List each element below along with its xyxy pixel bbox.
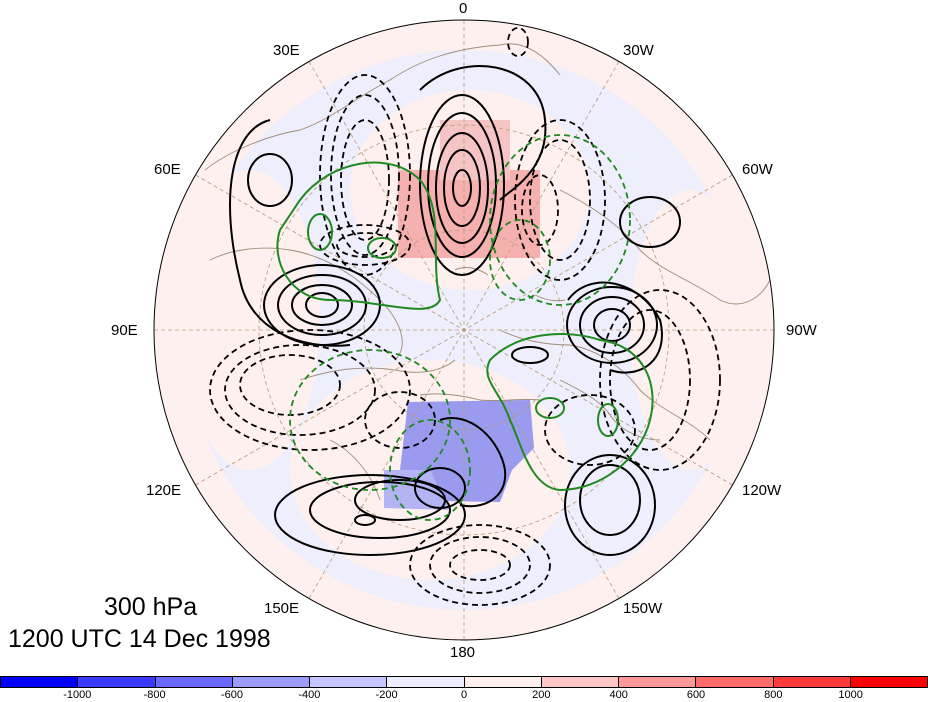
colorbar-cell xyxy=(619,676,697,688)
colorbar-tick-label: 1000 xyxy=(838,689,863,701)
weak-positive-shading-west xyxy=(180,170,320,470)
lon-label-150w: 150W xyxy=(623,600,663,617)
coastlines xyxy=(204,43,771,501)
timestamp-label: 1200 UTC 14 Dec 1998 xyxy=(8,625,271,653)
lon-label-60e: 60E xyxy=(154,161,181,178)
colorbar-tick-label: 800 xyxy=(764,689,783,701)
positive-anomaly-core xyxy=(440,120,510,180)
lon-label-30e: 30E xyxy=(273,42,300,59)
lon-label-120e: 120E xyxy=(146,482,182,499)
lon-label-120w: 120W xyxy=(742,482,782,499)
colorbar xyxy=(0,676,928,688)
colorbar-tick-label: 0 xyxy=(460,689,468,701)
lon-label-180: 180 xyxy=(450,644,476,661)
colorbar-cell xyxy=(541,676,619,688)
colorbar-cell xyxy=(155,676,233,688)
lon-label-150e: 150E xyxy=(264,600,300,617)
colorbar-cell xyxy=(696,676,774,688)
colorbar-cell xyxy=(310,676,388,688)
lon-label-90e: 90E xyxy=(111,322,138,339)
graticule xyxy=(154,20,774,640)
lon-label-30w: 30W xyxy=(623,42,654,59)
colorbar-tick-label: 200 xyxy=(532,689,551,701)
colorbar-tick-label: 600 xyxy=(686,689,706,701)
colorbar-cell xyxy=(387,676,465,688)
colorbar-cell xyxy=(0,676,79,688)
colorbar-tick-label: 400 xyxy=(609,689,628,701)
colorbar-cell xyxy=(232,676,310,688)
colorbar-cell xyxy=(464,676,542,688)
colorbar-cell xyxy=(78,676,156,688)
colorbar-tick-label: -400 xyxy=(298,689,321,701)
green-contours xyxy=(276,161,654,492)
green-dashed-contours xyxy=(289,134,631,521)
colorbar-cell xyxy=(850,676,928,688)
colorbar-cell xyxy=(773,676,851,688)
colorbar-tick-label: -800 xyxy=(143,689,166,701)
negative-contours xyxy=(209,27,721,606)
colorbar-labels: -1000 -800 -600 -400 -200 0 200 400 600 800 1000 xyxy=(0,689,928,702)
colorbar-tick-label: -600 xyxy=(220,689,244,701)
map-boundary xyxy=(153,19,775,641)
colorbar-tick-label: -1000 xyxy=(63,689,92,701)
pressure-level-label: 300 hPa xyxy=(104,593,198,621)
lon-label-0: 0 xyxy=(459,0,468,17)
colorbar-tick-label: -200 xyxy=(375,689,398,701)
lon-label-90w: 90W xyxy=(786,322,817,339)
lon-label-60w: 60W xyxy=(742,161,773,178)
